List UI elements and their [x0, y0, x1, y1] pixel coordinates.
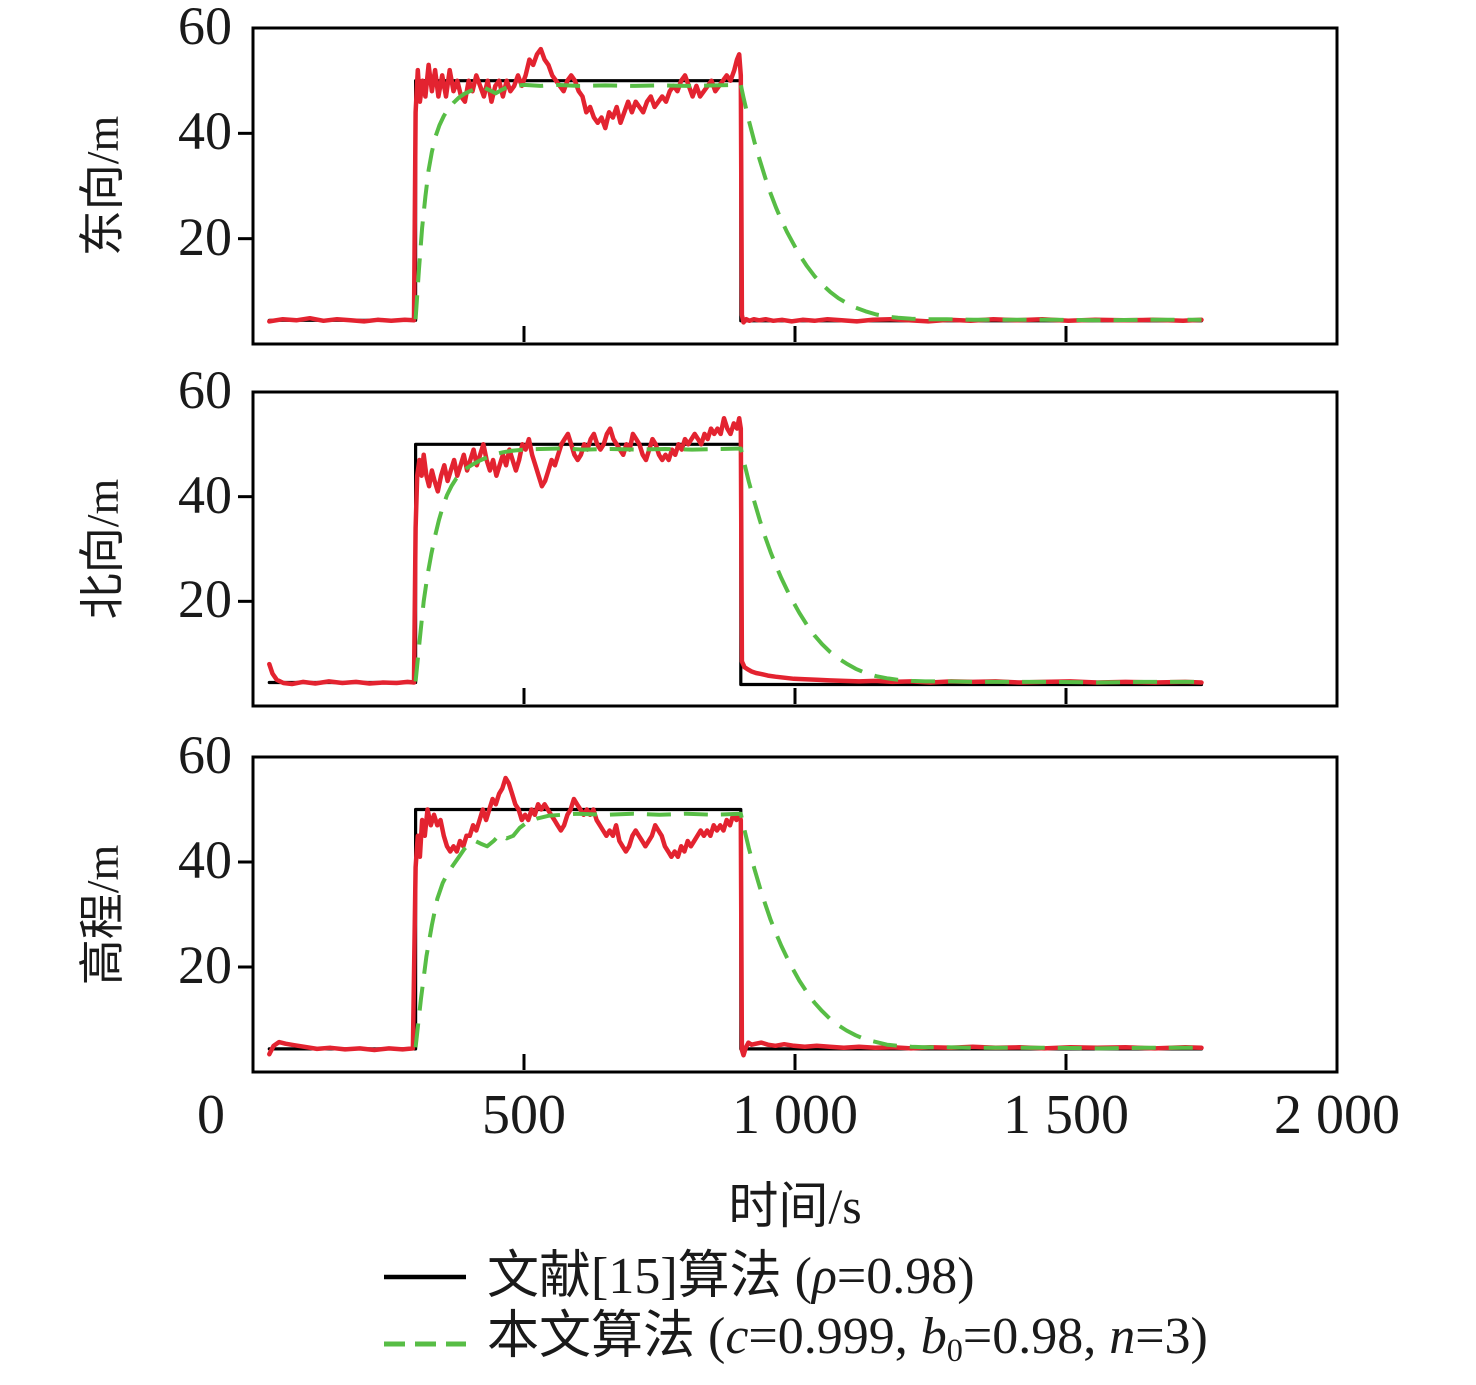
series-proposed-green — [413, 811, 1202, 1051]
series-reference-black — [267, 442, 1204, 687]
series-noisy-red — [267, 415, 1204, 687]
legend-row: 文献[15]算法 (ρ=0.98) — [383, 1244, 975, 1310]
legend-text: 本文算法 (c=0.999, b0=0.98, n=3) — [487, 1308, 1208, 1369]
series-proposed-green — [413, 446, 1202, 685]
series-noisy-red — [267, 46, 1204, 325]
plot-border — [251, 755, 1339, 1074]
series-noisy-red — [267, 775, 1204, 1058]
legend-marker-dashed-line — [384, 1341, 466, 1347]
series-reference-black — [267, 807, 1204, 1051]
plot-border — [251, 390, 1339, 708]
series-proposed-green — [413, 82, 1202, 323]
x-axis-title: 时间/s — [728, 1178, 862, 1234]
series-reference-black — [267, 79, 1204, 323]
legend-marker-solid-line — [384, 1274, 466, 1280]
plot-border — [251, 26, 1339, 346]
legend-text: 文献[15]算法 (ρ=0.98) — [487, 1248, 975, 1305]
legend-row: 本文算法 (c=0.999, b0=0.98, n=3) — [383, 1308, 1208, 1377]
